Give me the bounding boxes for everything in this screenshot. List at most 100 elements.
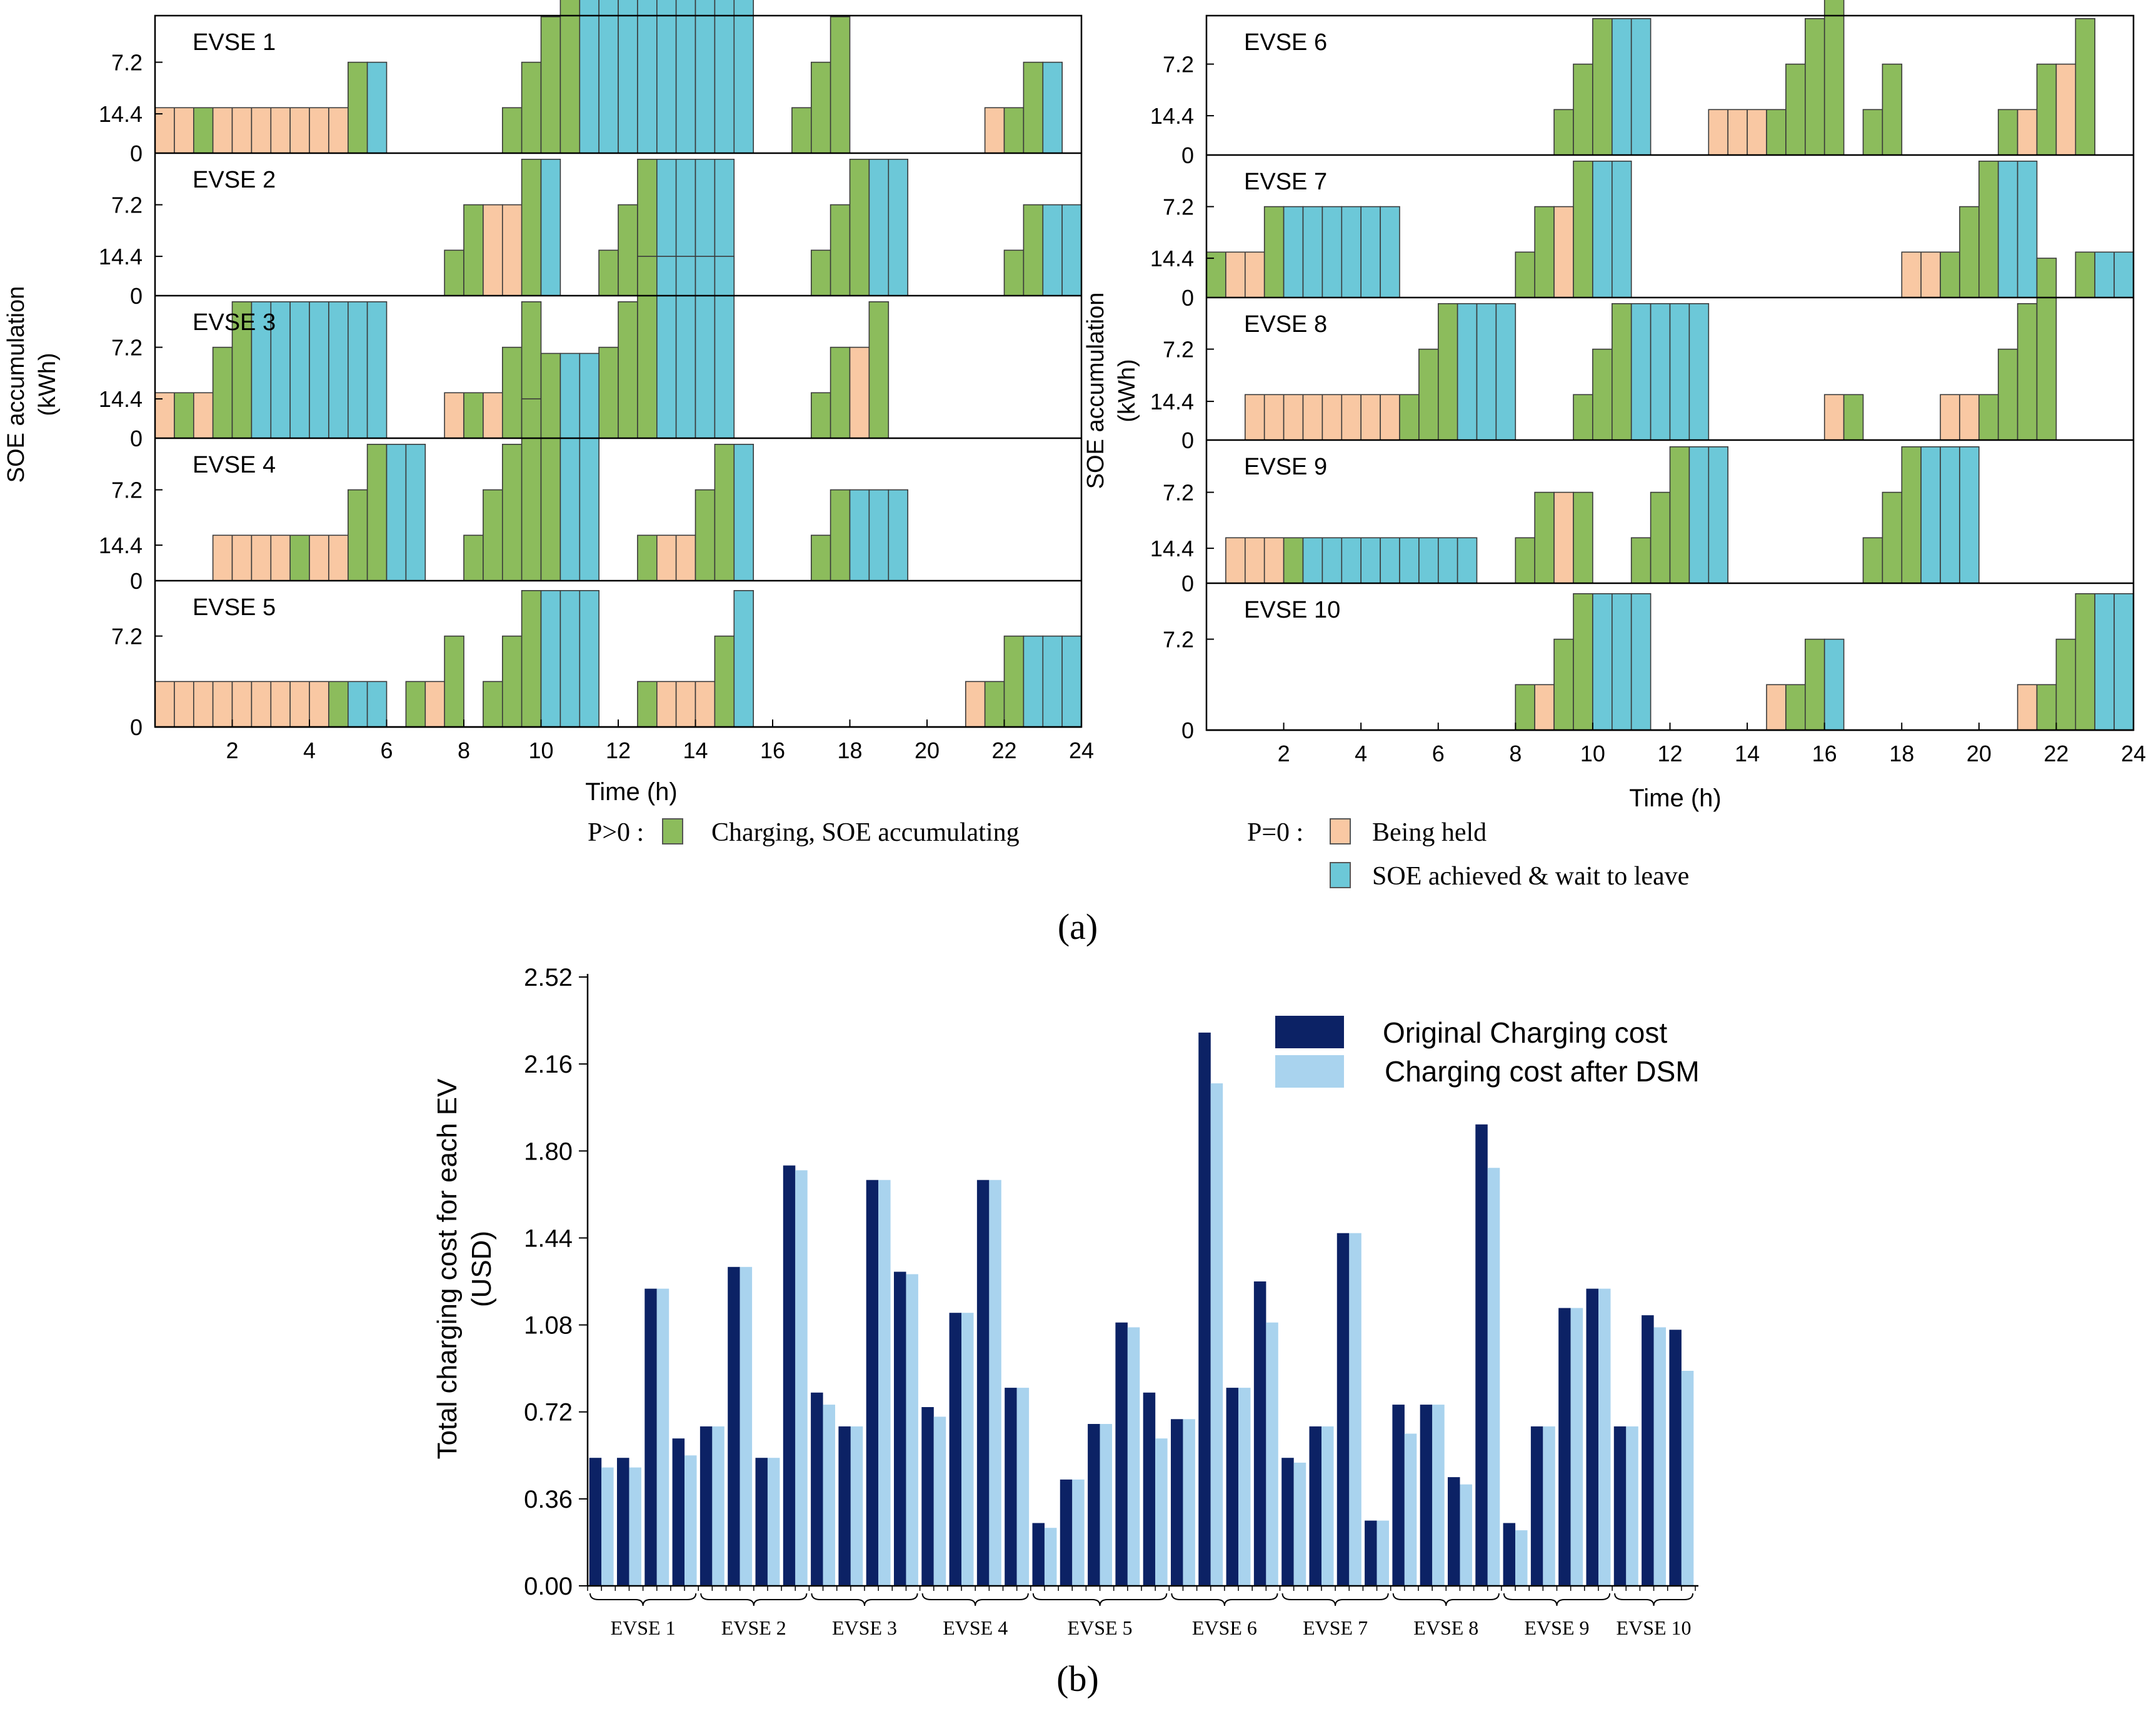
soe-bar-evse3-24	[714, 256, 735, 439]
cost-bar-after-2-0	[823, 1405, 835, 1586]
soe-bar-evse9-4	[1302, 537, 1323, 584]
soe-bar-evse8-26	[1997, 348, 2018, 441]
soe-bar-evse1-19	[637, 0, 658, 154]
group-label-evse10: EVSE 10	[1617, 1616, 1692, 1639]
cost-bar-after-2-3	[906, 1274, 918, 1586]
soe-bar-evse8-7	[1380, 394, 1400, 441]
soe-bar-evse3-4	[231, 301, 253, 439]
soe-bar-evse5-2	[193, 681, 214, 728]
ytick-label: 0	[1181, 428, 1194, 453]
soe-bar-evse9-16	[1573, 491, 1593, 584]
cost-bar-original-6-1	[1309, 1426, 1321, 1586]
group-label-evse6: EVSE 6	[1192, 1616, 1257, 1639]
soe-bar-evse2-16	[868, 159, 890, 296]
cost-bar-original-2-3	[894, 1271, 906, 1586]
cost-bar-original-1-2	[755, 1458, 768, 1586]
soe-bar-evse2-5	[540, 159, 561, 296]
group-brace	[700, 1593, 808, 1606]
cost-bar-after-0-2	[656, 1288, 669, 1586]
legend-swatch-held	[1330, 818, 1351, 844]
soe-bar-evse4-18	[637, 534, 658, 581]
ytick-label-b: 0.72	[524, 1399, 573, 1426]
soe-bar-evse6-4	[1630, 18, 1652, 156]
xtick-label: 12	[606, 738, 631, 763]
cost-bar-original-4-3	[1115, 1322, 1128, 1586]
soe-bar-evse9-14	[1534, 491, 1555, 584]
cost-bar-original-2-2	[866, 1180, 879, 1586]
soe-bar-evse5-0	[154, 681, 175, 728]
soe-bar-evse7-20	[1978, 160, 1999, 298]
ytick-label: 7.2	[1163, 627, 1194, 653]
soe-bar-evse2-2	[483, 204, 503, 296]
soe-bar-evse1-27	[830, 16, 851, 154]
soe-bar-evse8-12	[1476, 303, 1497, 441]
legend-label-charging: Charging, SOE accumulating	[711, 818, 1020, 847]
soe-bar-evse10-6	[1630, 593, 1652, 731]
cost-bar-after-4-4	[1155, 1438, 1168, 1586]
soe-bar-evse3-2	[193, 392, 214, 439]
soe-bar-evse3-28	[868, 301, 890, 439]
soe-bar-evse8-23	[1940, 394, 1960, 441]
soe-bar-evse1-20	[656, 0, 677, 154]
soe-bar-evse3-25	[811, 392, 831, 439]
legend-panel-b: Original Charging cost Charging cost aft…	[1275, 1016, 1700, 1088]
soe-bar-evse7-11	[1534, 206, 1555, 298]
soe-bar-evse4-16	[559, 353, 581, 581]
cost-bar-original-2-0	[811, 1392, 823, 1586]
soe-bar-evse5-6	[270, 681, 291, 728]
row-label-evse10: EVSE 10	[1244, 597, 1340, 623]
soe-bar-evse5-25	[714, 635, 735, 728]
soe-bar-evse2-3	[501, 204, 523, 296]
ytick-label: 7.2	[111, 478, 143, 503]
soe-bar-evse1-23	[714, 0, 735, 154]
cost-bar-after-2-2	[878, 1180, 891, 1586]
soe-bar-evse1-31	[1042, 61, 1063, 154]
soe-bar-evse5-5	[251, 681, 272, 728]
panel-a-right-chart: EVSE 6 0 7.2 14.4 EVSE 7 0 7.2 14.4 EVSE 8 0 7.2 14…	[1150, 0, 2146, 766]
group-label-evse1: EVSE 1	[611, 1616, 676, 1639]
soe-bar-evse10-14	[2075, 593, 2096, 731]
soe-bar-evse2-0	[444, 249, 464, 296]
cost-bar-after-5-0	[1183, 1419, 1195, 1586]
ytick-label: 0	[130, 426, 143, 451]
soe-bar-evse4-4	[289, 534, 310, 581]
soe-bar-evse4-7	[347, 489, 368, 581]
caption-a: (a)	[1058, 906, 1098, 947]
cost-bar-original-1-1	[728, 1266, 740, 1586]
group-brace	[589, 1593, 697, 1606]
soe-bar-evse1-30	[1023, 61, 1044, 154]
soe-bar-evse9-2	[1263, 537, 1285, 584]
group-brace	[1281, 1593, 1389, 1606]
soe-bar-evse7-10	[1515, 251, 1536, 298]
axes-b-group: EVSE 1 EVSE 2 EVSE 3 EVSE 4 EVSE 5 EVSE 6 EVSE…	[524, 964, 1698, 1639]
soe-bar-evse7-15	[1612, 160, 1632, 298]
soe-bar-evse7-24	[2094, 251, 2115, 298]
soe-bar-evse9-18	[1650, 491, 1671, 584]
ylabel-left-line2: (kWh)	[34, 353, 61, 416]
cost-bar-after-8-1	[1543, 1426, 1555, 1586]
soe-bar-evse10-7	[1766, 684, 1787, 731]
soe-bar-evse4-14	[521, 398, 542, 581]
soe-bar-evse8-28	[2036, 258, 2057, 441]
ytick-label: 0	[130, 568, 143, 594]
soe-bar-evse4-23	[733, 443, 755, 581]
soe-bar-evse1-13	[521, 61, 542, 154]
cost-bar-original-1-0	[699, 1426, 713, 1586]
cost-bar-original-0-3	[672, 1438, 685, 1586]
cost-bar-original-5-2	[1226, 1388, 1239, 1586]
soe-bar-evse1-22	[694, 0, 716, 154]
axes-right-group: EVSE 6 0 7.2 14.4 EVSE 7 0 7.2 14.4 EVSE 8 0 7.2 14…	[1150, 14, 2146, 766]
soe-bar-evse3-23	[694, 256, 716, 439]
cost-bar-after-4-0	[1044, 1528, 1057, 1586]
soe-bar-evse9-26	[1940, 446, 1960, 584]
group-brace	[811, 1593, 918, 1606]
soe-bar-evse4-2	[251, 534, 272, 581]
ylabel-panel-b-line1: Total charging cost for each EV	[432, 1078, 463, 1460]
soe-bar-evse2-21	[1061, 204, 1082, 296]
soe-bar-evse1-7	[289, 107, 310, 154]
soe-bar-evse5-10	[347, 681, 368, 728]
soe-bar-evse1-14	[540, 16, 561, 154]
soe-bar-evse4-12	[483, 489, 503, 581]
xtick-label: 14	[683, 738, 708, 763]
